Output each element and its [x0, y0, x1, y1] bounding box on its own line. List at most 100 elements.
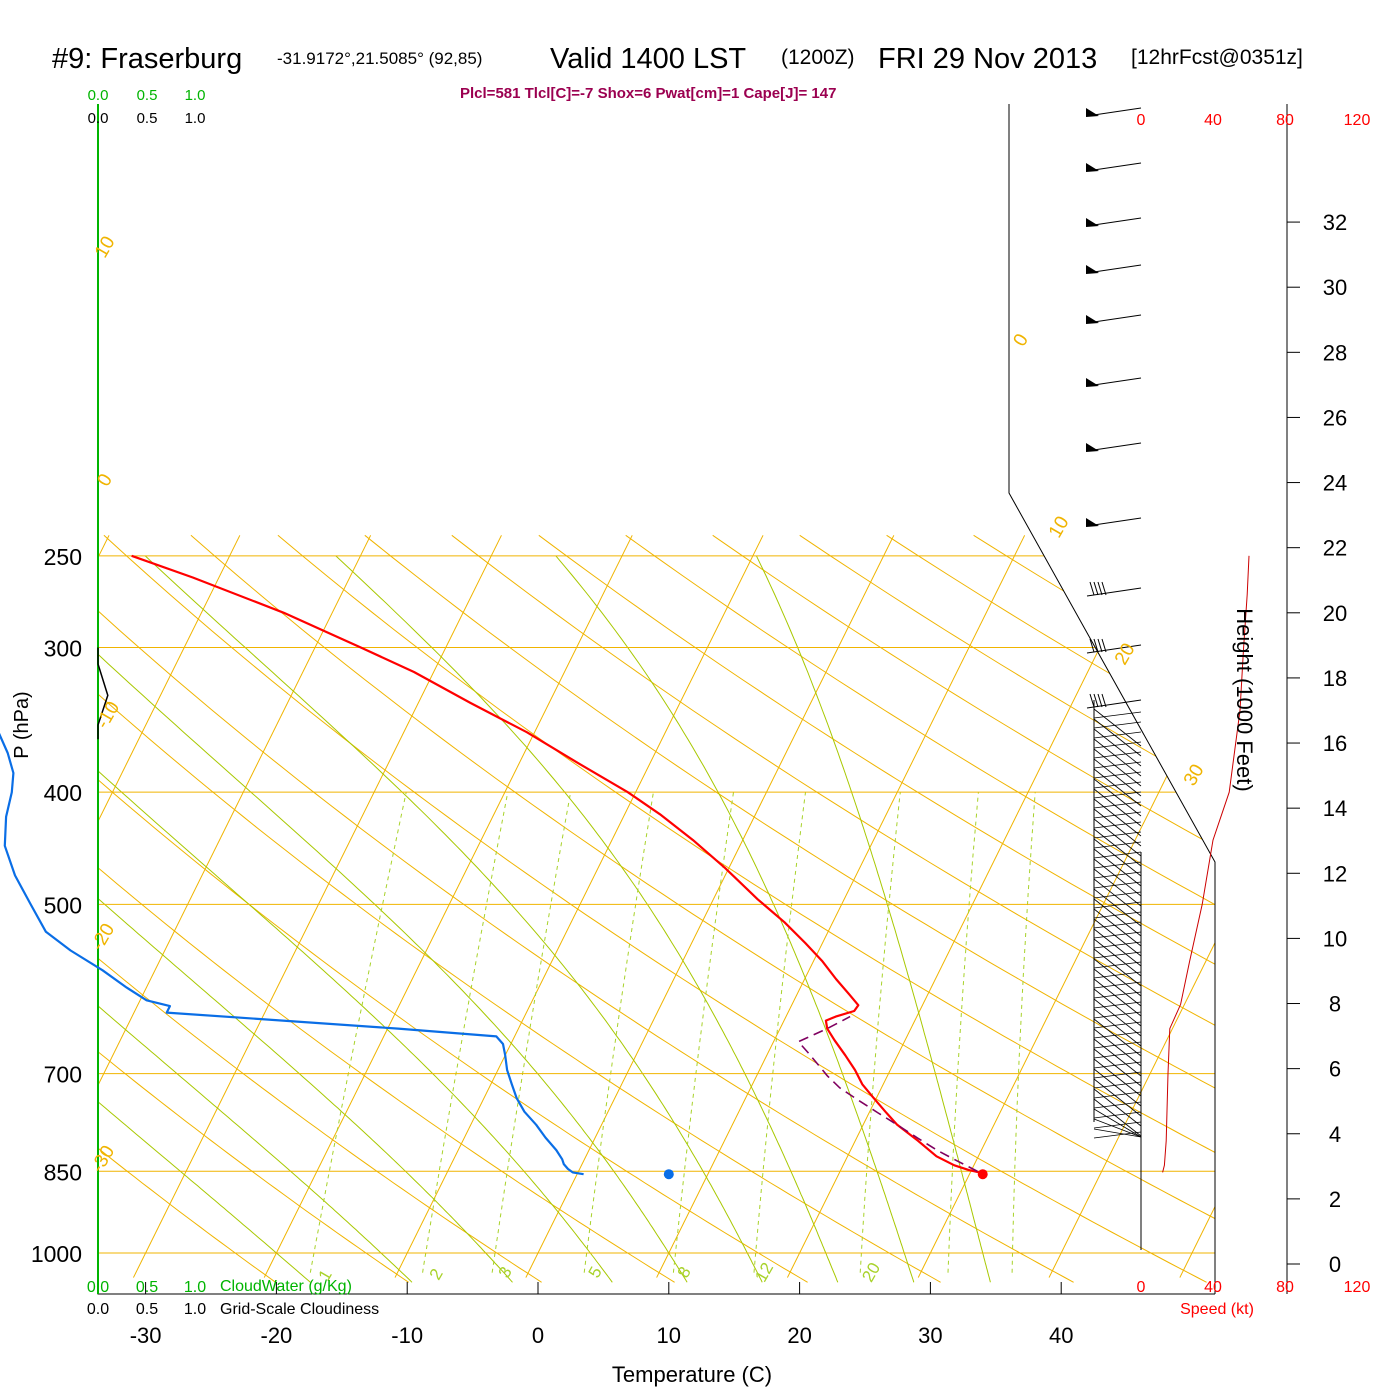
dry-adiabat-line — [1322, 535, 1400, 1282]
dry-adiabat-line — [277, 534, 1215, 1283]
height-tick-label: 4 — [1329, 1122, 1341, 1147]
surface-dewpoint-dot — [663, 1169, 674, 1180]
mixing-ratio-line — [583, 792, 654, 1273]
pressure-tick-label: 250 — [44, 544, 82, 570]
isotherm-label: 10 — [1045, 513, 1074, 542]
dry-adiabat-line — [98, 534, 675, 1283]
wind-barb — [1093, 738, 1142, 777]
x-tick-label: 40 — [1049, 1323, 1073, 1348]
forecast-date: FRI 29 Nov 2013 — [878, 43, 1097, 75]
sounding-series — [0, 554, 1250, 1250]
wind-speed-tick-bottom: 40 — [1204, 1279, 1222, 1296]
dry-adiabat-line — [538, 534, 1215, 1283]
wind-barb — [1093, 728, 1142, 767]
height-tick-label: 26 — [1323, 405, 1347, 430]
isotherms — [98, 535, 1215, 1278]
x-tick-label: 0 — [532, 1323, 544, 1348]
wind-barb — [1093, 808, 1142, 847]
wind-barb — [1093, 958, 1142, 997]
wind-barb — [1093, 798, 1142, 837]
x-axis-label: Temperature (C) — [612, 1362, 772, 1387]
dry-adiabat-line — [190, 534, 1215, 1283]
wind-barb — [1093, 778, 1142, 817]
wind-barb — [1093, 1128, 1142, 1139]
moist-adiabat-line — [98, 555, 513, 1283]
isotherm-label: 10 — [91, 233, 120, 262]
axes: -30 -20 -10 0 10 20 30 402503004005007008501000… — [31, 87, 1371, 1348]
moist-adiabat-line — [555, 555, 915, 1283]
y-axis-label: P (hPa) — [11, 691, 33, 758]
moist-adiabat-line — [98, 603, 413, 1283]
wind-barb — [1093, 748, 1142, 787]
wind-barb — [1086, 693, 1142, 709]
height-tick-label: 6 — [1329, 1057, 1341, 1082]
wind-speed-tick-top: 40 — [1204, 112, 1222, 129]
cloudiness-tick-top: 1.0 — [185, 110, 206, 127]
pressure-tick-label: 300 — [44, 636, 82, 662]
wind-barb — [1093, 788, 1142, 827]
wind-barb — [1093, 1098, 1142, 1137]
wind-barb — [1093, 858, 1142, 897]
cloud-water-tick-bottom: 0.5 — [136, 1279, 158, 1296]
wind-barb — [1093, 758, 1142, 797]
isotherm-label: -20 — [87, 920, 119, 954]
x-tick-label: 30 — [918, 1323, 942, 1348]
pressure-tick-label: 500 — [44, 892, 82, 918]
wind-barb — [1093, 868, 1142, 907]
utc-time: (1200Z) — [781, 46, 855, 69]
pressure-tick-label: 400 — [44, 780, 82, 806]
wind-barb — [1093, 1008, 1142, 1047]
wind-barb — [1093, 718, 1142, 757]
cloud-water-tick-top: 0.0 — [88, 87, 109, 104]
wind-speed-tick-bottom: 80 — [1276, 1279, 1294, 1296]
cloudiness-tick-bottom: 0.5 — [136, 1301, 158, 1318]
station-title: #9: Fraserburg — [52, 43, 242, 75]
plot-frame — [97, 104, 1216, 1295]
mixing-ratio-line — [309, 792, 407, 1273]
wind-barb — [1093, 968, 1142, 1007]
height-tick-label: 30 — [1323, 275, 1347, 300]
cloud-water-tick-top: 0.5 — [137, 87, 158, 104]
dry-adiabat-line — [1147, 534, 1215, 1283]
height-tick-label: 14 — [1323, 796, 1347, 821]
isotherm-line — [917, 535, 1215, 1278]
wind-barb — [1093, 828, 1142, 867]
dry-adiabat-line — [712, 534, 1215, 1283]
wind-barb — [1093, 938, 1142, 977]
wind-barb — [1086, 217, 1142, 227]
valid-time: Valid 1400 LST — [550, 43, 746, 75]
wind-barb — [1093, 708, 1142, 747]
wind-barb — [1093, 948, 1142, 987]
wind-barb — [1093, 1068, 1142, 1107]
wind-barb — [1093, 768, 1142, 807]
height-tick-label: 24 — [1323, 471, 1347, 496]
x-tick-label: -30 — [130, 1323, 162, 1348]
mixing-ratio-label: 2 — [426, 1265, 447, 1283]
dry-adiabat-line — [1060, 534, 1215, 1283]
wind-barb — [1093, 898, 1142, 937]
isotherm-line — [98, 535, 372, 1278]
dry-adiabat-line — [98, 534, 1074, 1283]
cloudiness-tick-bottom: 0.0 — [87, 1301, 109, 1318]
frame-left-bottom — [97, 104, 1215, 1295]
wind-speed-tick-top: 80 — [1276, 112, 1294, 129]
dry-adiabat-line — [98, 534, 941, 1283]
wind-barb — [1086, 314, 1142, 324]
mixing-ratio-line — [947, 792, 979, 1273]
dewpoint-profile — [0, 732, 584, 1176]
wind-barb — [1086, 264, 1142, 274]
wind-speed-tick-bottom: 0 — [1137, 1279, 1146, 1296]
wind-barb — [1093, 998, 1142, 1037]
isotherm-line — [656, 535, 1026, 1278]
pressure-tick-label: 850 — [44, 1159, 82, 1185]
wind-barb — [1093, 1018, 1142, 1057]
height-tick-label: 18 — [1323, 666, 1347, 691]
wind-barb — [1093, 878, 1142, 917]
isotherm-line — [394, 535, 764, 1278]
temperature-profile — [131, 554, 980, 1174]
wind-barb — [1093, 1058, 1142, 1097]
height-tick-label: 28 — [1323, 340, 1347, 365]
cloudiness-tick-bottom: 1.0 — [184, 1301, 206, 1318]
mixing-ratio-line — [491, 792, 572, 1273]
height-axis-label: Height (1000 Feet) — [1232, 608, 1257, 791]
